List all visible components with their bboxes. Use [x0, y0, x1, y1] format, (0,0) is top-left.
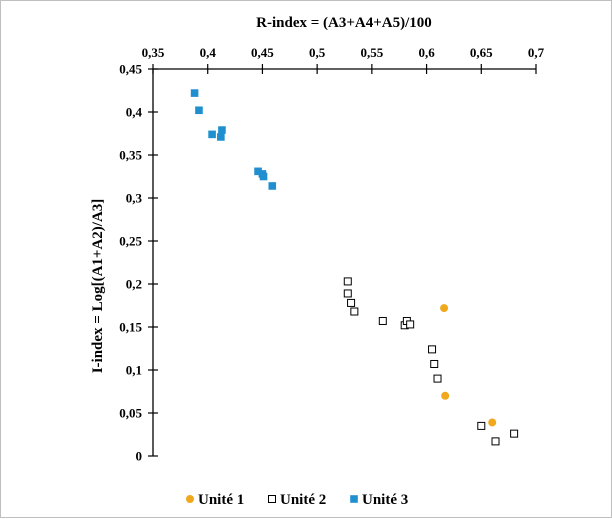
y-tick-label: 0,45: [119, 62, 142, 77]
legend-marker-unite-2: [268, 495, 276, 503]
legend: Unité 1 Unité 2 Unité 3: [186, 492, 408, 508]
point-unite-1: [440, 304, 449, 313]
point-unite-2: [430, 359, 439, 368]
legend-label-unite-2: Unité 2: [280, 492, 326, 508]
point-unite-2: [343, 277, 352, 286]
point-unite-2: [406, 320, 415, 329]
point-unite-3: [217, 133, 225, 141]
legend-label-unite-1: Unité 1: [198, 492, 244, 508]
legend-marker-unite-1: [186, 495, 194, 503]
point-unite-3: [218, 126, 226, 134]
x-tick-label: 0,35: [142, 45, 165, 60]
y-tick-label: 0,4: [126, 105, 143, 120]
point-unite-1: [488, 418, 497, 427]
y-tick-label: 0,3: [126, 191, 143, 206]
y-tick-label: 0,2: [126, 277, 142, 292]
y-tick-label: 0,25: [119, 234, 142, 249]
point-unite-2: [477, 421, 486, 430]
point-unite-1: [441, 391, 450, 400]
y-tick-label: 0,05: [119, 406, 142, 421]
point-unite-2: [343, 289, 352, 298]
x-tick-label: 0,5: [309, 45, 326, 60]
x-axis-title: R-index = (A3+A4+A5)/100: [256, 15, 432, 31]
legend-label-unite-3: Unité 3: [362, 492, 408, 508]
y-tick-label: 0,1: [126, 363, 142, 378]
y-tick-label: 0: [136, 449, 143, 464]
point-unite-3: [268, 182, 277, 190]
point-unite-3: [208, 130, 216, 139]
point-unite-2: [491, 437, 500, 446]
y-tick-label: 0,35: [119, 148, 142, 163]
x-tick-label: 0,65: [470, 45, 493, 60]
point-unite-2: [510, 429, 519, 438]
point-unite-2: [433, 374, 442, 383]
x-tick-label: 0,6: [418, 45, 435, 60]
legend-marker-unite-3: [350, 495, 358, 503]
axes: 0,35 0,4 0,45 0,5 0,55 0,6 0,65 0,7 0 0,05 0,1 0,15…: [119, 45, 544, 464]
y-axis-title: I-index = Log[(A1+A2)/A3]: [90, 199, 106, 374]
point-unite-2: [378, 316, 387, 325]
point-unite-2: [428, 345, 437, 354]
point-unite-3: [195, 106, 203, 115]
x-tick-label: 0,55: [360, 45, 383, 60]
point-unite-3: [190, 89, 199, 97]
x-tick-label: 0,45: [251, 45, 274, 60]
point-unite-2: [350, 307, 359, 316]
point-unite-3: [254, 167, 262, 176]
x-tick-label: 0,7: [528, 45, 545, 60]
point-unite-2: [347, 298, 356, 307]
x-tick-label: 0,4: [200, 45, 217, 60]
point-unite-3: [259, 172, 268, 181]
data-points: [190, 89, 519, 446]
y-tick-label: 0,15: [119, 320, 142, 335]
